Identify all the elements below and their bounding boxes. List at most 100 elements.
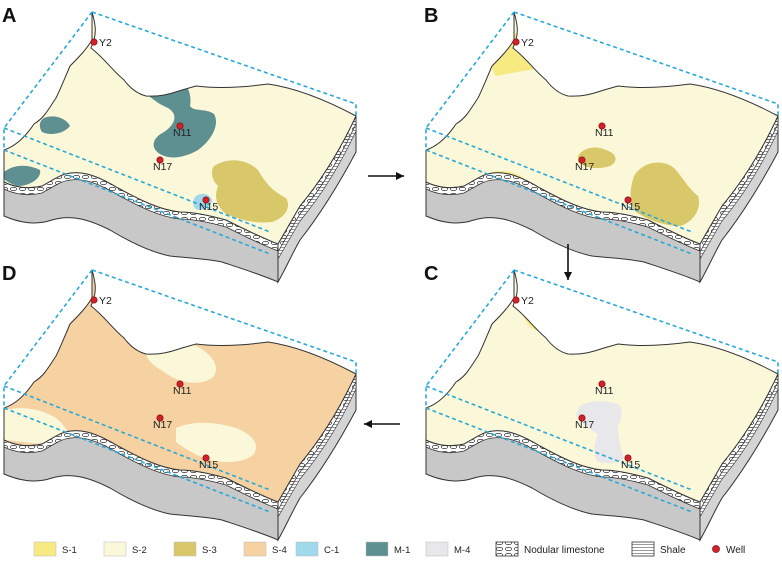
legend-label: Nodular limestone (524, 545, 605, 556)
well-marker (598, 380, 606, 388)
dashed-reference-line (3, 385, 271, 491)
block-top-outline (425, 269, 779, 503)
well-marker (512, 296, 520, 304)
well-marker (512, 38, 520, 46)
well-label: Y2 (99, 295, 112, 307)
legend-label: M-1 (394, 545, 410, 556)
dashed-reference-line (425, 127, 693, 233)
facies-s-2-region (4, 408, 69, 445)
well-label: N17 (153, 161, 172, 173)
well-label: Y2 (99, 37, 112, 49)
legend-item-s-4: S-4 (243, 541, 287, 557)
dashed-reference-line (513, 269, 779, 374)
facies-swatch (103, 541, 127, 557)
dashed-reference-line (425, 385, 693, 491)
panel-c: Y2 N11 N17 N15 C (424, 263, 779, 542)
dashed-reference-line (91, 269, 357, 374)
arrow-icon (364, 420, 400, 428)
well-label: N11 (173, 127, 192, 139)
facies-swatch (295, 541, 319, 557)
well-marker (90, 38, 98, 46)
shale-band (277, 123, 357, 261)
panel-letter: C (424, 263, 438, 285)
block-top-outline (3, 269, 357, 503)
legend-item-m-4: M-4 (425, 541, 470, 557)
panel-d: Y2 N11 N17 N15 D (2, 263, 357, 542)
block-top-outline (425, 11, 779, 245)
legend-item-s-2: S-2 (103, 541, 147, 557)
legend-item-c-1: C-1 (295, 541, 339, 557)
well-label: N11 (173, 385, 192, 397)
legend-label: M-4 (454, 545, 470, 556)
legend-item-m-1: M-1 (365, 541, 410, 557)
well-marker (578, 414, 586, 422)
dashed-reference-line (425, 407, 693, 513)
legend-item-s-3: S-3 (173, 541, 217, 557)
dashed-reference-line (3, 127, 271, 233)
facies-s-3-region (578, 147, 616, 169)
well-label: N11 (595, 127, 614, 139)
legend-label: S-2 (132, 545, 147, 556)
facies-swatch (173, 541, 197, 557)
arrows-layer (364, 172, 572, 428)
well-label: N17 (153, 419, 172, 431)
legend-item-well: Well (712, 545, 745, 556)
panel-letter: B (424, 5, 438, 27)
facies-s-3-region (630, 162, 700, 226)
facies-swatch (33, 541, 57, 557)
block-top-outline (3, 11, 357, 245)
panels-layer: Y2 N11 N17 N15 A Y2 N11 N17 N15 B Y2 N11 N17 N15 C Y2 N1… (2, 5, 779, 542)
dashed-reference-line (3, 149, 271, 255)
well-marker (156, 414, 164, 422)
well-label: N17 (575, 161, 594, 173)
legend-label: S-3 (202, 545, 217, 556)
legend-label: S-4 (272, 545, 287, 556)
facies-swatch (365, 541, 389, 557)
well-swatch-icon (712, 545, 720, 553)
facies-s-2-region (176, 422, 256, 462)
well-marker (598, 122, 606, 130)
well-label: Y2 (521, 37, 534, 49)
facies-swatch (425, 541, 449, 557)
shale-band (277, 381, 357, 519)
legend-label: Shale (660, 545, 686, 556)
well-label: N15 (199, 459, 218, 471)
well-marker (202, 196, 210, 204)
arrow-icon (368, 172, 404, 180)
legend-item-nodular: Nodular limestone (495, 541, 605, 557)
well-marker (176, 380, 184, 388)
well-marker (624, 196, 632, 204)
panel-a: Y2 N11 N17 N15 A (2, 5, 357, 284)
dashed-reference-line (425, 149, 693, 255)
well-marker (156, 156, 164, 164)
nodular-limestone-swatch (495, 541, 519, 557)
well-marker (624, 454, 632, 462)
shale-swatch (631, 541, 655, 557)
facies-m-1-region (4, 165, 41, 186)
dashed-reference-line (513, 11, 779, 116)
well-marker (176, 122, 184, 130)
legend-label: Well (726, 545, 745, 556)
facies-swatch (243, 541, 267, 557)
facies-m-4-region (576, 401, 624, 464)
legend: S-1 S-2 S-3 S-4 C-1 M-1 M-4 Nodular limestone Sh… (33, 541, 745, 557)
legend-label: C-1 (324, 545, 339, 556)
well-label: N17 (575, 419, 594, 431)
well-label: Y2 (521, 295, 534, 307)
well-label: N15 (621, 459, 640, 471)
shale-band (699, 123, 779, 261)
legend-label: S-1 (62, 545, 77, 556)
well-marker (578, 156, 586, 164)
well-label: N15 (199, 201, 218, 213)
well-marker (90, 296, 98, 304)
panel-letter: A (2, 5, 16, 27)
shale-band (699, 381, 779, 519)
arrow-icon (564, 244, 572, 280)
legend-item-shale: Shale (631, 541, 686, 557)
panel-letter: D (2, 263, 16, 285)
well-label: N11 (595, 385, 614, 397)
well-marker (202, 454, 210, 462)
dashed-reference-line (91, 11, 357, 116)
panel-b: Y2 N11 N17 N15 B (424, 5, 779, 284)
